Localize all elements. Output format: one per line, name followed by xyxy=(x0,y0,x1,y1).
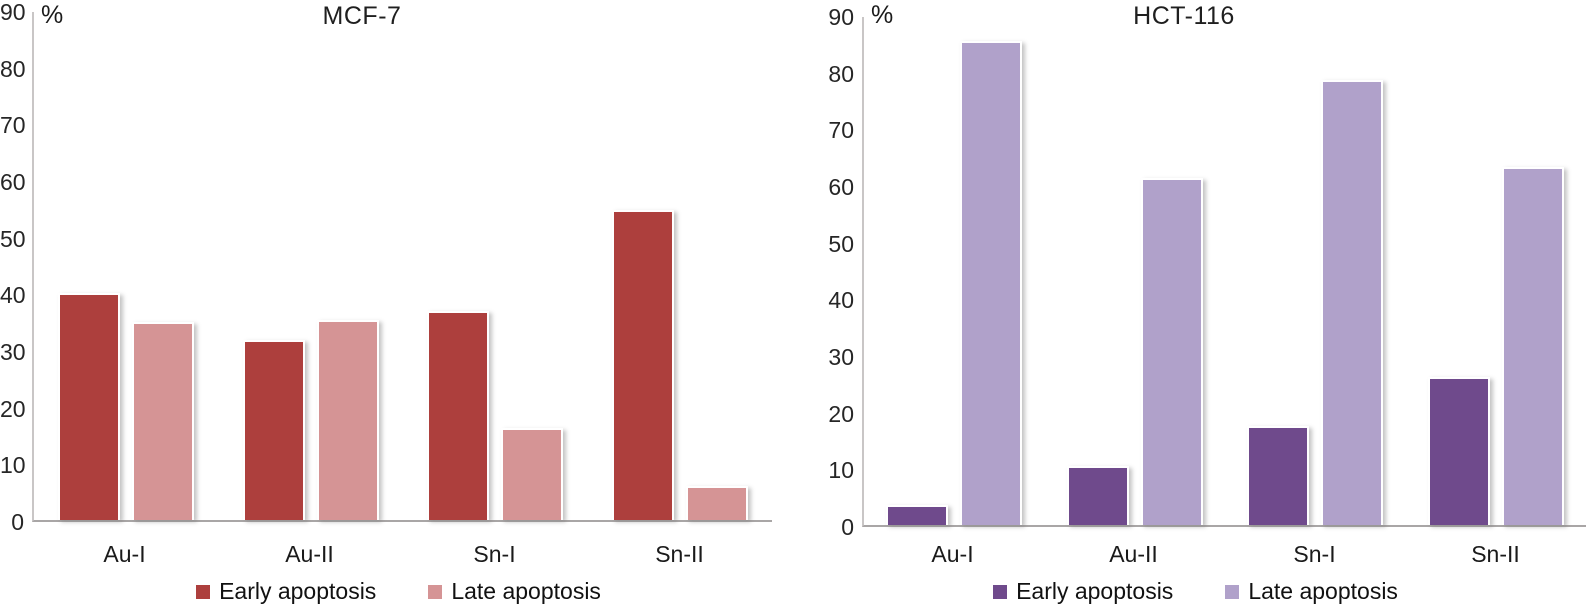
legend-item-early-apoptosis: Early apoptosis xyxy=(993,578,1173,605)
bar-early-apoptosis xyxy=(1427,377,1490,525)
y-tick-label: 70 xyxy=(0,112,26,139)
legend: Early apoptosis Late apoptosis xyxy=(797,578,1594,605)
legend-item-early-apoptosis: Early apoptosis xyxy=(196,578,376,605)
y-tick-label: 50 xyxy=(0,225,26,252)
y-tick-label: 30 xyxy=(828,344,854,370)
bar-late-apoptosis xyxy=(1140,178,1203,525)
y-tick-label: 40 xyxy=(828,287,854,314)
y-tick-label: 30 xyxy=(0,339,26,365)
bar-early-apoptosis xyxy=(242,339,305,520)
y-tick-label: 10 xyxy=(828,457,854,484)
bar-group-au-i xyxy=(864,17,1045,525)
y-tick-label: 70 xyxy=(828,117,854,144)
bar-group-sn-ii xyxy=(1406,17,1587,525)
legend-swatch-late-apoptosis xyxy=(428,584,443,599)
chart-title: HCT-116 xyxy=(1133,2,1235,30)
legend-label: Late apoptosis xyxy=(1248,578,1398,604)
x-axis-label: Au-II xyxy=(285,541,334,567)
bar-early-apoptosis xyxy=(1247,425,1310,525)
x-axis-label: Sn-II xyxy=(1471,541,1520,567)
y-tick-label: 0 xyxy=(841,514,854,540)
x-axis-label: Sn-I xyxy=(473,541,516,567)
bar-late-apoptosis xyxy=(685,486,748,520)
legend-label: Early apoptosis xyxy=(219,578,377,604)
bar-early-apoptosis xyxy=(886,504,949,525)
plot-area xyxy=(32,12,772,522)
bar-group-au-i xyxy=(34,12,219,520)
bar-late-apoptosis xyxy=(316,319,379,520)
bar-group-au-ii xyxy=(219,12,404,520)
y-tick-label: 60 xyxy=(0,169,26,195)
legend: Early apoptosis Late apoptosis xyxy=(0,578,797,605)
chart-mcf7: MCF-7 % 0 10 20 30 40 50 60 70 80 90 Au-I Au-II S… xyxy=(0,0,797,615)
legend-swatch-late-apoptosis xyxy=(1225,584,1240,599)
y-tick-label: 10 xyxy=(0,452,26,479)
y-tick-label: 60 xyxy=(828,174,854,200)
bar-early-apoptosis xyxy=(1066,466,1129,525)
bar-early-apoptosis xyxy=(427,310,490,520)
bar-group-sn-ii xyxy=(588,12,773,520)
y-tick-label: 80 xyxy=(0,55,26,82)
legend-swatch-early-apoptosis xyxy=(196,584,211,599)
bar-late-apoptosis xyxy=(960,41,1023,525)
x-axis-labels: Au-I Au-II Sn-I Sn-II xyxy=(862,541,1586,568)
legend-label: Early apoptosis xyxy=(1016,578,1174,604)
legend-item-late-apoptosis: Late apoptosis xyxy=(428,578,601,605)
legend-swatch-early-apoptosis xyxy=(993,584,1008,599)
x-axis-label: Sn-I xyxy=(1293,541,1336,567)
bar-group-sn-i xyxy=(1225,17,1406,525)
y-tick-label: 90 xyxy=(828,4,854,30)
bar-late-apoptosis xyxy=(1501,167,1564,525)
y-axis-unit-label: % xyxy=(871,1,894,29)
bar-early-apoptosis xyxy=(58,293,121,520)
chart-hct116: HCT-116 % 0 10 20 30 40 50 60 70 80 90 Au-I Au-II… xyxy=(797,0,1594,615)
y-tick-label: 20 xyxy=(828,400,854,427)
y-tick-label: 20 xyxy=(0,395,26,422)
x-axis-label: Au-I xyxy=(103,541,146,567)
x-axis-label: Au-I xyxy=(931,541,974,567)
y-tick-label: 90 xyxy=(0,0,26,25)
bar-early-apoptosis xyxy=(611,210,674,520)
y-tick-label: 40 xyxy=(0,282,26,309)
x-axis-labels: Au-I Au-II Sn-I Sn-II xyxy=(32,541,772,568)
bar-group-au-ii xyxy=(1045,17,1226,525)
chart-title: MCF-7 xyxy=(322,2,402,30)
x-axis-label: Sn-II xyxy=(655,541,704,567)
y-axis-unit-label: % xyxy=(41,1,64,29)
legend-label: Late apoptosis xyxy=(451,578,601,604)
bar-late-apoptosis xyxy=(1321,79,1384,525)
bar-group-sn-i xyxy=(403,12,588,520)
y-tick-label: 80 xyxy=(828,60,854,87)
x-axis-label: Au-II xyxy=(1109,541,1158,567)
bar-late-apoptosis xyxy=(501,427,564,520)
bar-late-apoptosis xyxy=(132,321,195,520)
plot-area xyxy=(862,17,1586,527)
legend-item-late-apoptosis: Late apoptosis xyxy=(1225,578,1398,605)
y-tick-label: 0 xyxy=(11,509,24,535)
y-tick-label: 50 xyxy=(828,230,854,257)
